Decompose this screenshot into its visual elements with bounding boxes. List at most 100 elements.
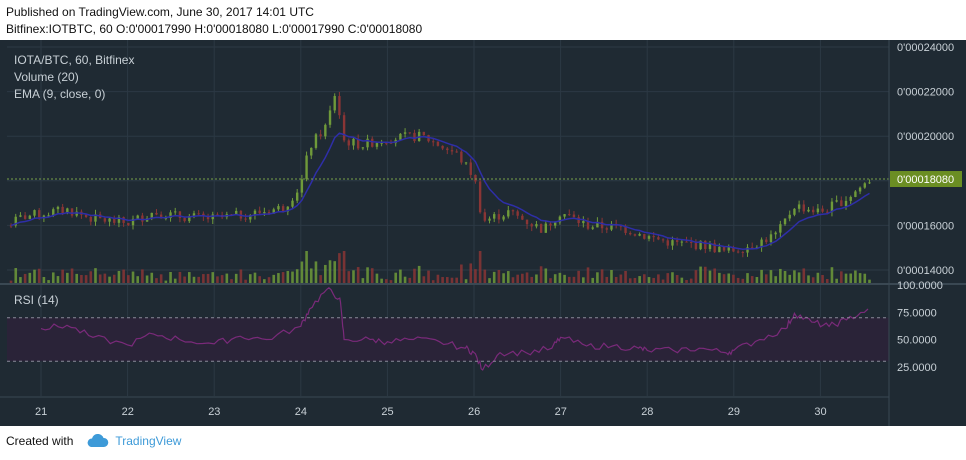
volume-bar [652,277,655,283]
candle [558,216,562,223]
volume-bar [718,272,721,283]
volume-bar [727,273,731,283]
candle [811,209,815,213]
candle [516,211,519,216]
volume-bar [173,278,177,283]
x-tick-label: 29 [728,406,740,418]
candle [272,209,275,214]
volume-bar [211,272,215,283]
volume-bar [793,270,796,283]
volume-bar [108,276,111,283]
candle [338,96,341,116]
volume-bar [47,280,50,283]
volume-bar [553,274,557,283]
volume-bar [497,269,501,283]
volume-bar [51,272,55,283]
candle [488,218,491,221]
volume-bar [774,276,777,283]
volume-bar [305,251,308,283]
created-with-label: Created with [6,434,74,448]
tradingview-logo-icon [88,434,109,447]
y-tick-label: 0'00024000 [897,42,954,54]
volume-bar [741,278,745,283]
candle [281,206,285,212]
volume-bar [136,276,140,283]
volume-bar [591,277,595,283]
x-tick-label: 27 [555,406,567,418]
rsi-tick-label: 100.0000 [897,280,943,292]
candle [694,243,698,250]
volume-bar [628,278,632,283]
candle [9,225,13,227]
ema-legend: EMA (9, close, 0) [14,87,105,101]
candle [600,221,604,229]
candle [751,247,754,249]
volume-bar [342,251,346,283]
candle [464,162,468,164]
volume-bar [80,274,83,283]
volume-bar [417,265,421,283]
volume-bar [708,270,712,283]
candle [178,211,182,218]
candle [535,224,538,227]
candle [122,217,125,223]
volume-bar [37,268,41,283]
volume-bar [680,277,684,283]
tradingview-brand[interactable]: TradingView [115,434,182,448]
footer: Created with TradingView [6,434,181,448]
y-tick-label: 0'00016000 [897,220,954,232]
volume-bar [699,266,702,283]
candle [389,142,393,144]
volume-bar [464,279,468,283]
candle [835,200,838,202]
candle [52,209,55,216]
volume-bar [572,276,576,283]
x-tick-label: 23 [208,406,220,418]
candle [422,131,426,136]
candle [324,124,327,137]
volume-bar [441,277,444,283]
last-price-label: 0'00018080 [897,174,954,186]
candle [408,132,411,134]
chart-area: 0'000240000'000220000'000200000'00018000… [0,40,966,426]
candle [84,214,88,217]
candle [286,206,290,212]
volume-bar [567,276,571,283]
y-tick-label: 0'00014000 [897,265,954,277]
x-tick-label: 24 [295,406,307,418]
x-tick-label: 26 [468,406,480,418]
volume-bar [624,270,627,283]
rsi-legend: RSI (14) [14,293,59,307]
volume-bar [525,272,529,283]
candle [188,216,191,222]
volume-bar [98,274,102,283]
volume-bar [234,273,238,283]
volume-bar [610,269,613,283]
candle [235,210,238,215]
candle [779,224,782,233]
candle [572,214,576,218]
y-tick-label: 0'00020000 [897,131,954,143]
volume-bar [563,274,566,283]
candle [582,221,585,224]
volume-bar [216,276,219,283]
candle [525,219,529,225]
volume-bar [319,275,322,283]
volume-bar [267,277,271,283]
candle [849,196,852,201]
volume-bar [600,269,604,283]
volume-bar [272,274,276,283]
candle [61,206,64,214]
volume-bar [445,277,449,283]
candle [816,208,820,213]
volume-bar [558,272,562,283]
candle [530,224,533,227]
candle [460,151,463,163]
volume-bar [141,269,144,283]
volume-bar [366,267,369,283]
volume-bar [394,272,397,283]
candle [502,216,505,220]
candle [765,239,768,243]
volume-bar [145,275,149,283]
volume-bar [764,274,768,283]
